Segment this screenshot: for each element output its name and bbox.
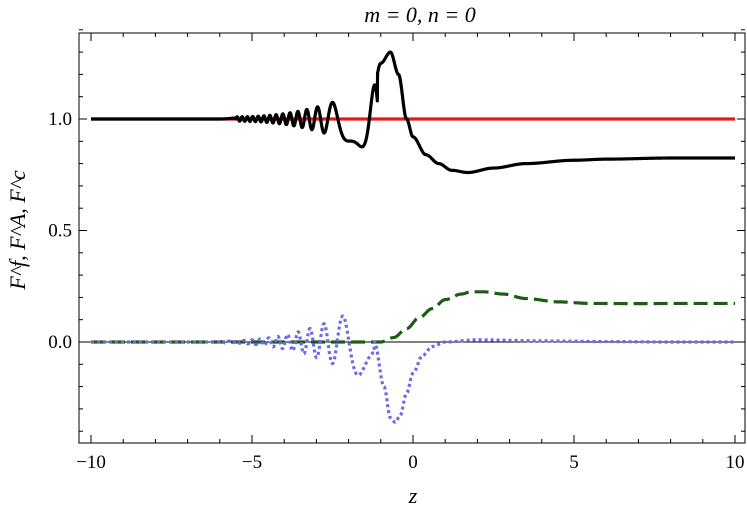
series-line-2 bbox=[89, 50, 737, 175]
y-tick-label: 1.0 bbox=[48, 109, 72, 130]
x-tick-label: −5 bbox=[242, 452, 262, 473]
x-tick-label: 5 bbox=[569, 452, 579, 473]
y-axis-label: F^f, F^A, F^c bbox=[5, 170, 30, 291]
plot-area: −10 −5 0 5 10 0.0 0.5 1.0 bbox=[48, 29, 746, 473]
chart-title: m = 0, n = 0 bbox=[364, 2, 476, 27]
series-line-4 bbox=[89, 314, 737, 424]
x-tick-label: 0 bbox=[408, 452, 418, 473]
x-tick-label: −10 bbox=[76, 452, 106, 473]
plot-frame bbox=[78, 32, 746, 444]
x-tick-label: 10 bbox=[726, 452, 745, 473]
y-tick-label: 0.0 bbox=[48, 332, 72, 353]
y-tick-label: 0.5 bbox=[48, 221, 72, 242]
series-line-3 bbox=[89, 290, 737, 344]
x-axis-label: z bbox=[408, 483, 418, 508]
